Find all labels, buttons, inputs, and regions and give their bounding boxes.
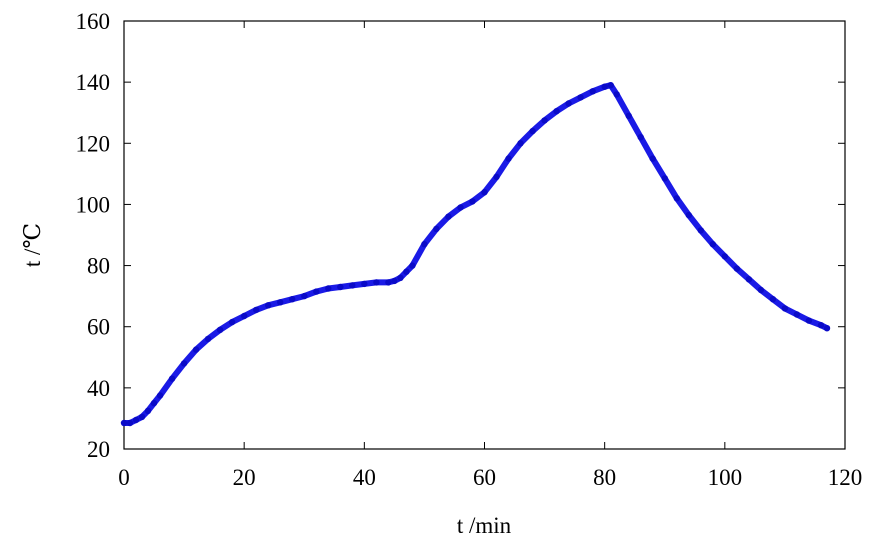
plot-frame xyxy=(123,20,846,450)
data-point xyxy=(253,306,260,314)
x-tick-label: 0 xyxy=(118,465,130,490)
data-point xyxy=(144,407,152,414)
y-tick-label: 40 xyxy=(87,376,110,401)
data-point xyxy=(553,108,560,115)
data-point xyxy=(823,325,831,332)
data-point xyxy=(673,195,680,202)
data-point xyxy=(721,253,728,260)
y-tick-label: 120 xyxy=(76,131,111,156)
data-point xyxy=(265,302,272,309)
data-point xyxy=(156,392,164,399)
data-point xyxy=(301,292,308,300)
x-tick-label: 60 xyxy=(473,465,496,490)
data-point xyxy=(325,285,332,292)
y-tick-label: 20 xyxy=(87,437,110,462)
data-point xyxy=(661,175,668,182)
y-axis-label: t /℃ xyxy=(20,223,45,267)
y-tick-label: 160 xyxy=(76,9,111,34)
data-point xyxy=(481,189,488,196)
data-point xyxy=(433,225,440,233)
data-point xyxy=(409,262,416,269)
x-axis-label: t /min xyxy=(457,513,512,538)
data-point xyxy=(457,204,464,211)
data-point xyxy=(505,155,512,162)
data-point xyxy=(313,288,320,295)
data-point xyxy=(385,279,392,286)
data-point xyxy=(769,296,777,303)
data-point xyxy=(601,83,608,90)
y-tick-label: 60 xyxy=(87,315,110,340)
data-point xyxy=(517,140,524,147)
x-tick-label: 120 xyxy=(828,465,863,490)
data-point xyxy=(685,211,692,219)
x-tick-label: 100 xyxy=(708,465,743,490)
x-tick-label: 40 xyxy=(353,465,376,490)
data-point xyxy=(403,268,410,275)
data-point xyxy=(132,416,140,424)
data-point xyxy=(757,286,765,294)
data-point xyxy=(216,326,224,333)
data-point xyxy=(607,82,614,89)
data-point xyxy=(637,134,644,141)
data-point xyxy=(805,317,813,324)
data-point xyxy=(793,311,801,318)
data-point xyxy=(168,375,176,382)
data-point xyxy=(180,360,188,367)
data-point xyxy=(138,413,146,421)
data-point xyxy=(817,322,825,329)
data-point xyxy=(150,399,158,407)
data-point xyxy=(577,94,584,101)
data-point xyxy=(541,117,548,124)
data-point xyxy=(391,277,398,285)
data-point xyxy=(120,419,128,427)
data-point xyxy=(781,305,789,312)
series-layer xyxy=(120,82,831,427)
data-point xyxy=(625,112,632,120)
data-point xyxy=(373,279,380,286)
data-point xyxy=(241,312,248,320)
x-tick-label: 20 xyxy=(233,465,256,490)
axis-ticks: 0 20 40 60 80 100 120 20 40 60 80 100 120 140 160 xyxy=(76,9,863,490)
y-tick-label: 140 xyxy=(76,70,111,95)
data-point xyxy=(192,346,200,353)
data-point xyxy=(745,276,753,283)
data-point xyxy=(337,283,344,291)
data-point xyxy=(289,296,296,303)
data-point xyxy=(649,155,656,162)
data-point xyxy=(349,282,356,289)
data-point xyxy=(565,100,572,107)
x-tick-label: 80 xyxy=(593,465,616,490)
y-tick-label: 80 xyxy=(87,254,110,279)
data-point xyxy=(445,213,452,220)
data-point xyxy=(361,280,368,288)
data-point xyxy=(529,127,536,135)
data-point xyxy=(126,419,134,427)
data-point xyxy=(397,274,404,281)
data-point xyxy=(469,198,476,205)
data-point xyxy=(589,88,596,95)
data-point xyxy=(277,299,284,306)
data-point xyxy=(421,241,428,248)
data-point xyxy=(228,318,236,326)
data-point xyxy=(697,227,704,234)
series-line-0 xyxy=(121,82,830,426)
data-point xyxy=(204,335,212,343)
data-point xyxy=(709,241,716,248)
data-point xyxy=(493,173,500,181)
y-tick-label: 100 xyxy=(76,192,111,217)
data-point xyxy=(613,91,620,98)
data-point xyxy=(733,265,741,272)
